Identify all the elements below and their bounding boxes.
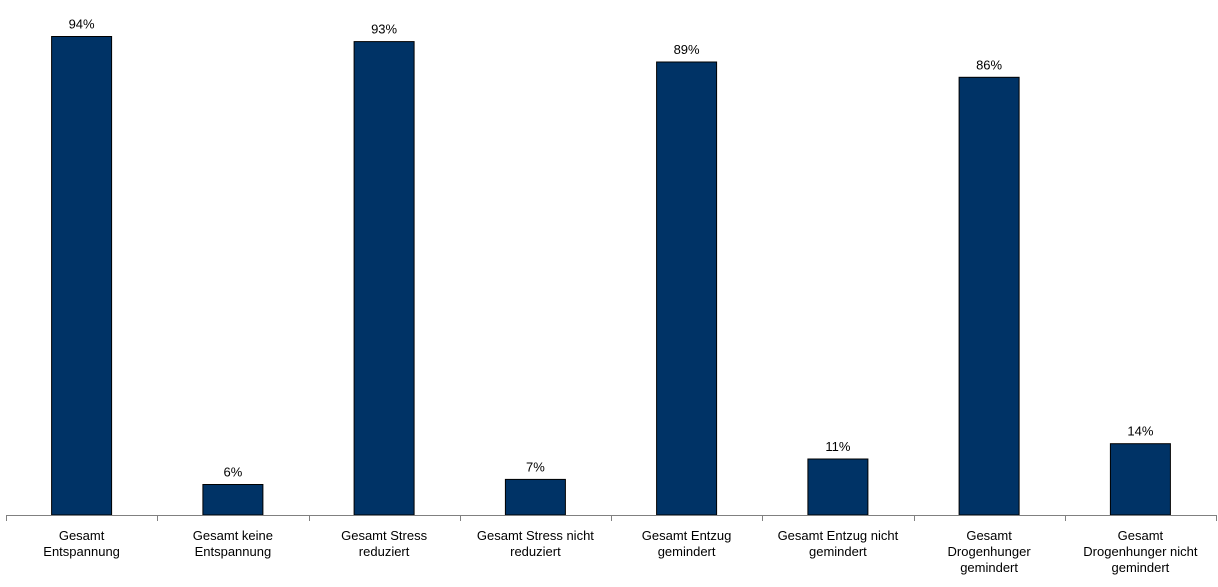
category-label-8: Gesamt Drogenhunger nicht gemindert — [1083, 528, 1198, 575]
bars-group — [51, 36, 1171, 516]
category-label-line: gemindert — [960, 560, 1018, 575]
category-label-line: gemindert — [658, 544, 716, 559]
category-label-line: Entspannung — [195, 544, 272, 559]
category-label-5: Gesamt Entzug gemindert — [642, 528, 732, 559]
bar-2 — [202, 484, 264, 516]
category-label-line: Gesamt Entzug nicht — [778, 528, 899, 543]
data-label-8: 14% — [1127, 424, 1153, 439]
category-label-line: Entspannung — [43, 544, 120, 559]
category-label-7: Gesamt Drogenhunger gemindert — [948, 528, 1032, 575]
bar-1 — [51, 36, 113, 516]
category-label-line: Gesamt — [966, 528, 1012, 543]
bar-5 — [656, 61, 718, 516]
category-label-line: gemindert — [809, 544, 867, 559]
category-label-line: Drogenhunger — [948, 544, 1032, 559]
bar-7 — [958, 76, 1020, 516]
category-label-6: Gesamt Entzug nicht gemindert — [778, 528, 899, 559]
category-label-3: Gesamt Stress reduziert — [341, 528, 427, 559]
category-label-line: Gesamt keine — [193, 528, 273, 543]
category-label-line: reduziert — [359, 544, 410, 559]
data-label-2: 6% — [224, 465, 243, 480]
bar-4 — [504, 478, 566, 516]
data-label-4: 7% — [526, 459, 545, 474]
category-label-line: gemindert — [1111, 560, 1169, 575]
category-label-1: Gesamt Entspannung — [43, 528, 120, 559]
category-label-line: Gesamt — [59, 528, 105, 543]
bar-3 — [353, 41, 415, 516]
x-axis — [6, 515, 1217, 521]
category-label-line: reduziert — [510, 544, 561, 559]
category-label-line: Gesamt Stress nicht — [477, 528, 594, 543]
category-label-line: Gesamt Stress — [341, 528, 427, 543]
data-label-5: 89% — [674, 42, 700, 57]
bar-8 — [1109, 443, 1171, 516]
data-labels-group: 94% 6% 93% 7% 89% 11% 86% 14% — [69, 17, 1154, 480]
category-label-line: Gesamt — [1118, 528, 1164, 543]
category-label-line: Gesamt Entzug — [642, 528, 732, 543]
data-label-6: 11% — [825, 439, 850, 454]
data-label-7: 86% — [976, 57, 1002, 72]
data-label-3: 93% — [371, 22, 397, 37]
category-label-line: Drogenhunger nicht — [1083, 544, 1198, 559]
category-label-4: Gesamt Stress nicht reduziert — [477, 528, 594, 559]
data-label-1: 94% — [69, 17, 95, 32]
category-label-2: Gesamt keine Entspannung — [193, 528, 273, 559]
bar-6 — [807, 458, 869, 516]
